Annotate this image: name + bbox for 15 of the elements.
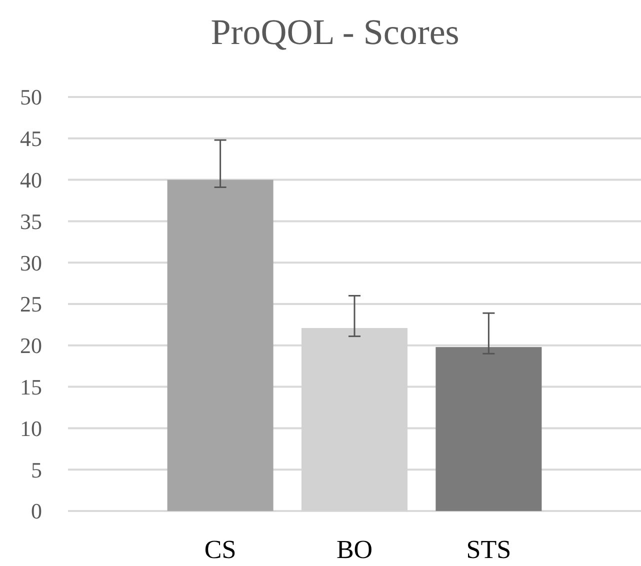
y-tick-label: 50 [20, 84, 42, 110]
y-tick-label: 25 [20, 292, 42, 317]
y-tick-label: 45 [20, 126, 42, 152]
y-tick-label: 10 [20, 416, 42, 441]
y-tick-label: 0 [31, 498, 42, 524]
chart-title: ProQOL - Scores [210, 12, 460, 52]
y-tick-label: 5 [31, 457, 42, 482]
y-tick-label: 30 [20, 250, 42, 276]
x-tick-label: BO [336, 535, 373, 564]
y-tick-label: 35 [20, 208, 42, 234]
x-tick-label: CS [204, 535, 236, 564]
y-tick-label: 15 [20, 374, 42, 400]
x-tick-label: STS [466, 535, 512, 564]
y-tick-label: 20 [20, 333, 42, 358]
y-tick-label: 40 [20, 168, 42, 192]
